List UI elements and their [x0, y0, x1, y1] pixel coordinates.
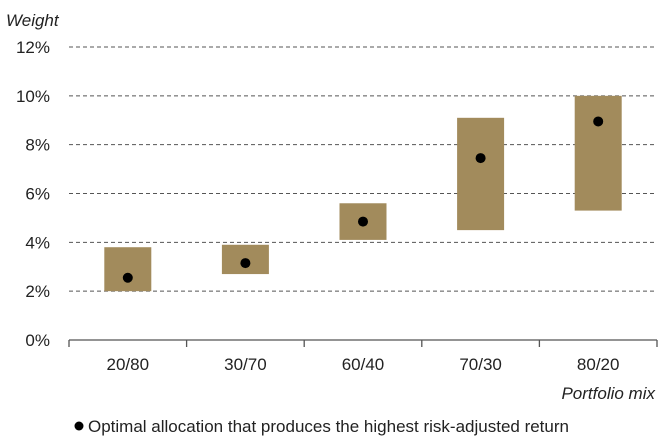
optimal-marker [122, 272, 133, 283]
optimal-marker [240, 258, 251, 269]
legend-label: Optimal allocation that produces the hig… [88, 417, 569, 436]
x-tick-label: 60/40 [342, 355, 385, 374]
x-axis [68, 339, 658, 347]
range-bar [457, 117, 505, 231]
x-tick-label: 80/20 [577, 355, 620, 374]
y-tick-label: 2% [25, 282, 50, 301]
optimal-marker [358, 216, 368, 227]
legend-marker [74, 421, 84, 431]
y-tick-labels: 0% 2% 4% 6% 8% 10% 12% [16, 38, 50, 350]
x-tick-label: 20/80 [107, 355, 150, 374]
y-tick-label: 10% [16, 87, 50, 106]
y-tick-label: 6% [25, 185, 50, 204]
optimal-markers [122, 116, 604, 283]
y-tick-label: 12% [16, 38, 50, 57]
x-axis-title: Portfolio mix [561, 384, 655, 403]
y-axis-title: Weight [6, 11, 60, 30]
x-tick-label: 70/30 [459, 355, 502, 374]
legend: Optimal allocation that produces the hig… [74, 417, 569, 436]
range-bar [104, 247, 152, 292]
grid-lines [69, 46, 657, 292]
y-tick-label: 0% [25, 331, 50, 350]
optimal-marker [475, 153, 486, 164]
y-tick-label: 8% [25, 136, 50, 155]
x-tick-labels: 20/80 30/70 60/40 70/30 80/20 [107, 355, 620, 374]
x-tick-label: 30/70 [224, 355, 267, 374]
range-bar [574, 95, 622, 211]
y-tick-label: 4% [25, 233, 50, 252]
optimal-marker [593, 116, 604, 127]
